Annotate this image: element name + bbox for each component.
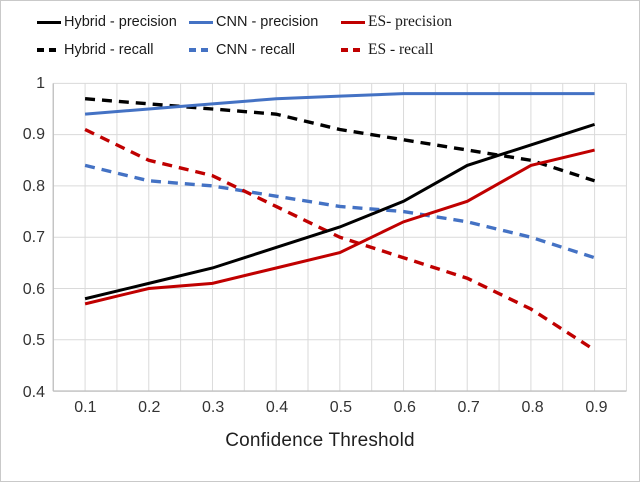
x-tick-label: 0.2: [138, 399, 161, 416]
series-line-cnn-precision: [84, 92, 595, 116]
cnn-precision-line-sample: [189, 20, 213, 24]
legend-label: CNN - recall: [216, 42, 295, 58]
x-tick-label: 0.4: [265, 399, 289, 416]
x-axis-title: Confidence Threshold: [225, 430, 415, 451]
y-tick-label: 0.9: [22, 126, 45, 144]
y-tick-label: 0.8: [22, 177, 45, 195]
series-line-es-recall: [84, 127, 596, 352]
y-tick-label: 0.7: [22, 229, 45, 247]
y-tick-label: 0.4: [22, 383, 45, 401]
legend-item-es-precision: ES- precision: [341, 13, 452, 31]
es-recall-line-sample: [341, 48, 365, 52]
cnn-recall-line-sample: [189, 48, 213, 52]
series-line-cnn-recall: [84, 163, 596, 260]
x-tick-label: 0.5: [329, 399, 353, 416]
hybrid-precision-line-sample: [37, 20, 61, 24]
legend-item-hybrid-recall: Hybrid - recall: [37, 41, 153, 59]
x-tick-label: 0.6: [393, 399, 416, 416]
x-tick-label: 0.7: [457, 399, 480, 416]
series-line-es-precision: [84, 148, 595, 306]
legend-item-cnn-precision: CNN - precision: [189, 13, 318, 31]
y-tick-label: 0.5: [22, 332, 45, 350]
x-tick-label: 0.8: [521, 399, 544, 416]
legend-label: Hybrid - precision: [64, 14, 177, 30]
legend-item-hybrid-precision: Hybrid - precision: [37, 13, 177, 31]
es-precision-line-sample: [341, 20, 365, 24]
y-tick-label: 1: [36, 74, 45, 92]
legend-label: ES- precision: [368, 13, 452, 30]
legend-item-es-recall: ES - recall: [341, 41, 433, 59]
series-line-hybrid-recall: [84, 97, 596, 183]
series-line-hybrid-precision: [84, 122, 596, 301]
x-tick-label: 0.3: [201, 399, 225, 416]
y-tick-label: 0.6: [22, 280, 45, 298]
x-tick-label: 0.1: [74, 399, 97, 416]
legend-item-cnn-recall: CNN - recall: [189, 41, 295, 59]
x-tick-label: 0.9: [585, 399, 608, 416]
legend-label: Hybrid - recall: [64, 42, 154, 58]
legend-label: ES - recall: [368, 41, 434, 58]
legend-label: CNN - precision: [216, 14, 319, 30]
hybrid-recall-line-sample: [37, 48, 61, 52]
